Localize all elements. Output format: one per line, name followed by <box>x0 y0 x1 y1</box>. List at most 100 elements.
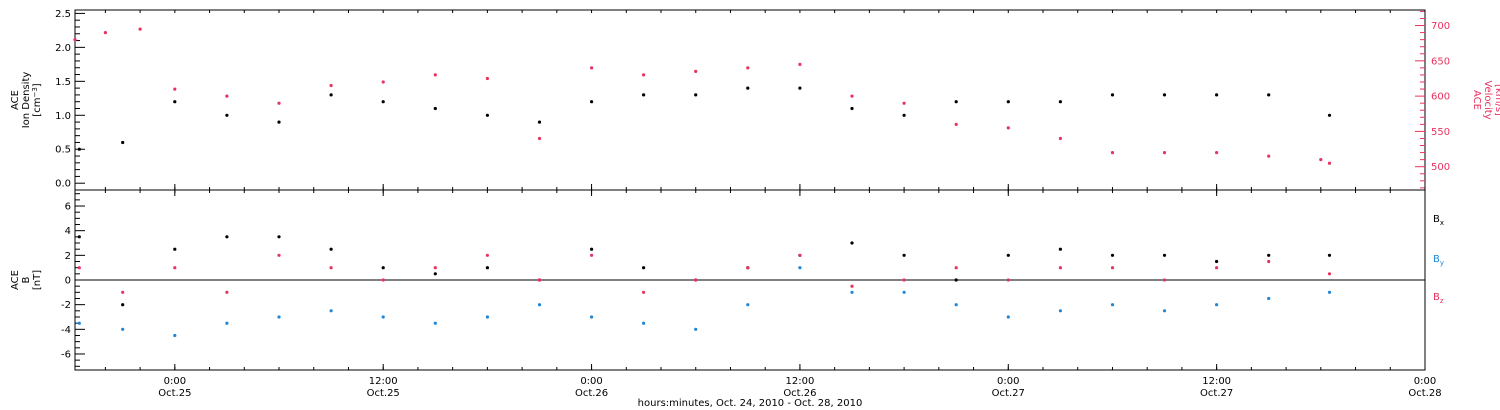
b-axis-label-line3: [nT] <box>32 270 43 290</box>
b-tick-label: 2 <box>65 251 71 262</box>
data-point <box>954 100 958 104</box>
data-point <box>77 147 81 151</box>
data-point <box>329 247 333 251</box>
data-point <box>277 120 281 124</box>
x-tick-time: 12:00 <box>369 376 398 387</box>
data-point <box>590 253 594 257</box>
data-point <box>642 290 646 294</box>
data-point <box>954 278 958 282</box>
data-point <box>225 235 229 239</box>
data-point <box>537 278 542 282</box>
data-point <box>694 93 698 97</box>
data-point <box>225 290 229 294</box>
density-axis-label-line2: Ion Density <box>21 72 32 129</box>
data-point <box>850 241 854 245</box>
b-tick-label: 0 <box>65 276 71 287</box>
data-point <box>850 290 854 294</box>
x-tick-date: Oct.26 <box>783 388 816 399</box>
data-point <box>485 315 489 319</box>
data-point <box>902 101 906 105</box>
b-axis-label-line2: B <box>21 276 32 283</box>
data-point <box>1006 126 1010 130</box>
data-point <box>433 321 437 325</box>
data-point <box>746 266 750 270</box>
data-point <box>433 272 437 276</box>
data-point <box>121 327 125 331</box>
b-axis-label-line1: ACE <box>10 270 21 290</box>
data-point <box>537 136 542 141</box>
data-point <box>850 94 854 98</box>
data-point <box>1110 253 1115 257</box>
data-point <box>590 66 594 70</box>
data-point <box>173 247 177 251</box>
data-point <box>537 120 542 124</box>
velocity-axis-ticks: 500 550 600 650 700 <box>1415 10 1450 189</box>
data-point <box>1267 296 1271 301</box>
x-tick-time: 0:00 <box>580 376 602 387</box>
legend-entry-bx: Bx <box>1433 214 1444 227</box>
data-point <box>1110 303 1115 307</box>
x-tick-date: Oct.28 <box>1408 388 1441 399</box>
data-point <box>225 113 229 117</box>
data-point <box>902 290 906 294</box>
data-point <box>746 66 750 70</box>
density-tick-label: 2.0 <box>55 43 71 54</box>
data-point <box>1327 290 1332 294</box>
data-point <box>329 309 333 313</box>
data-point <box>1162 151 1167 155</box>
data-point <box>485 253 489 257</box>
data-point <box>1006 278 1010 282</box>
x-tick-date: Oct.25 <box>158 388 191 399</box>
x-tick-time: 0:00 <box>997 376 1019 387</box>
data-point <box>746 86 750 90</box>
b-tick-label: 4 <box>65 226 71 237</box>
b-legend: Bx By Bz <box>1433 214 1444 305</box>
density-tick-label: 0.5 <box>55 145 71 156</box>
data-point <box>121 303 125 307</box>
data-point <box>1006 253 1010 257</box>
data-point <box>1110 151 1115 155</box>
b-tick-label: -6 <box>61 349 71 360</box>
data-point <box>77 235 81 239</box>
data-point <box>1319 158 1323 162</box>
data-point <box>173 266 177 270</box>
data-point <box>746 303 750 307</box>
data-point <box>590 100 594 104</box>
velocity-axis-label-line3: [km/s] <box>1493 84 1500 116</box>
data-point <box>1267 93 1271 97</box>
data-point <box>173 100 177 104</box>
data-point <box>1215 259 1219 264</box>
time-axis-ticks: 0:00Oct.2512:00Oct.250:00Oct.2612:00Oct.… <box>104 10 1442 399</box>
data-point <box>1267 154 1271 158</box>
data-point <box>138 27 142 31</box>
data-point <box>1162 309 1167 313</box>
velocity-tick-label: 650 <box>1431 56 1450 67</box>
data-point <box>1162 253 1167 257</box>
top-panel-series <box>73 27 1332 165</box>
velocity-points <box>73 27 1332 165</box>
data-point <box>694 327 698 331</box>
velocity-tick-label: 600 <box>1431 92 1450 103</box>
density-axis-label-line1: ACE <box>10 90 21 110</box>
data-point <box>694 278 698 282</box>
data-point <box>121 140 125 145</box>
b-tick-label: 6 <box>65 202 71 213</box>
velocity-tick-label: 550 <box>1431 127 1450 138</box>
data-point <box>225 321 229 325</box>
legend-entry-by: By <box>1433 254 1444 267</box>
data-point <box>902 253 906 257</box>
data-point <box>1215 93 1219 97</box>
x-tick-time: 12:00 <box>1202 376 1231 387</box>
data-point <box>798 253 802 257</box>
data-point <box>1267 253 1271 257</box>
data-point <box>954 122 958 126</box>
velocity-axis-label-line2: Velocity <box>1482 80 1493 119</box>
data-point <box>277 315 281 319</box>
top-panel-frame <box>74 9 1426 191</box>
data-point <box>1267 259 1271 264</box>
data-point <box>381 80 385 84</box>
data-point <box>1162 278 1167 282</box>
b-tick-label: -2 <box>61 300 71 311</box>
data-point <box>1058 247 1062 251</box>
data-point <box>1215 151 1219 155</box>
